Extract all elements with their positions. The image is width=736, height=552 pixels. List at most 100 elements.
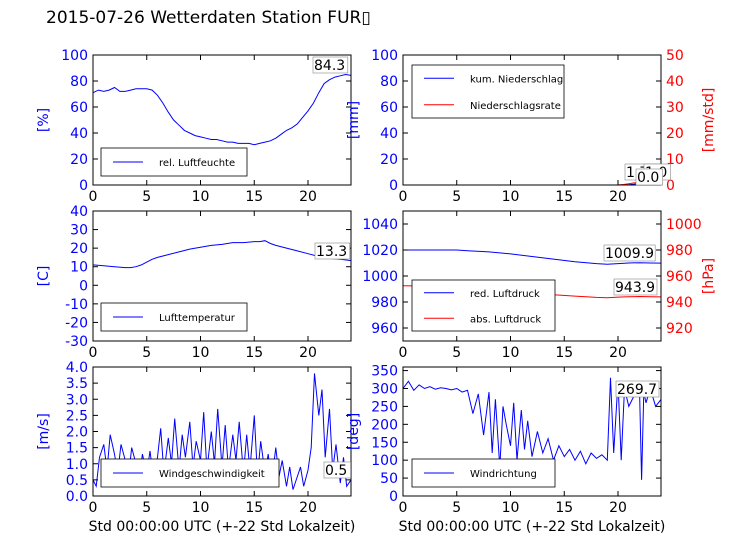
panel-temperature: 0 5 10 15 20 -30 -20 -10 0 10 20 30 40 [C] Lufttempera… <box>36 204 352 361</box>
y-tick-label: 80 <box>380 74 398 90</box>
last-value-box <box>323 461 351 479</box>
y-tick-label: 1020 <box>362 243 398 259</box>
legend-box <box>411 64 565 119</box>
y-tick-label: 980 <box>371 295 398 311</box>
last-value-label: 943.9 <box>615 280 655 296</box>
y-tick-label: -10 <box>65 297 88 313</box>
y-tick-label: 4.0 <box>66 360 88 376</box>
legend: rel. Luftfeuchte <box>100 147 248 177</box>
x-tick-label: 10 <box>192 500 210 516</box>
plot-frame <box>402 54 662 186</box>
y-tick-label: 1000 <box>362 269 398 285</box>
y-right-tick-label: 20 <box>666 126 684 142</box>
y-tick-label: 150 <box>371 435 398 451</box>
last-value-box <box>635 168 663 186</box>
legend-label: abs. Luftdruck <box>470 314 541 325</box>
y-tick-label: 100 <box>371 48 398 64</box>
x-tick-label: 20 <box>609 189 627 205</box>
y-tick-label: 20 <box>380 152 398 168</box>
y-right-tick-label: 30 <box>666 100 684 116</box>
last-value-box <box>615 380 660 398</box>
x-tick-label: 0 <box>89 500 98 516</box>
last-value-label: 13.3 <box>316 244 347 260</box>
x-tick-label: 10 <box>502 500 520 516</box>
y-tick-label: 20 <box>70 152 88 168</box>
y-tick-label: 40 <box>70 126 88 142</box>
y-axis-label: [C] <box>36 266 52 287</box>
y-tick-label: 1.0 <box>66 457 88 473</box>
x-tick-label: 15 <box>245 189 263 205</box>
x-tick-label: 0 <box>399 345 408 361</box>
legend: Windrichtung <box>411 458 556 488</box>
plot-frame <box>92 54 352 186</box>
y-tick-label: 2.5 <box>66 408 88 424</box>
legend-box <box>411 279 556 332</box>
y-tick-label: 20 <box>70 241 88 257</box>
y-tick-label: 80 <box>70 74 88 90</box>
last-value-box <box>314 242 351 260</box>
legend-label: Lufttemperatur <box>159 313 236 324</box>
x-tick-label: 10 <box>502 189 520 205</box>
y-right-tick-label: 0 <box>666 178 675 194</box>
x-tick-label: 0 <box>399 189 408 205</box>
last-value-label: 269.7 <box>617 382 657 398</box>
y-tick-label: 3.5 <box>66 376 88 392</box>
y-tick-label: 2.0 <box>66 425 88 441</box>
y-tick-label: 0.5 <box>66 473 88 489</box>
x-tick-label: 20 <box>609 500 627 516</box>
x-tick-label: 10 <box>502 345 520 361</box>
y-tick-label: 300 <box>371 382 398 398</box>
x-tick-label: 15 <box>555 345 573 361</box>
series-line-pressure-0 <box>403 249 662 265</box>
plot-frame <box>92 210 352 342</box>
y-axis-label: [%] <box>36 108 52 132</box>
y-axis-label: [mm] <box>346 101 362 139</box>
y-tick-label: 100 <box>61 48 88 64</box>
y-tick-label: 30 <box>70 223 88 239</box>
last-value-label: 0.0 <box>637 170 659 186</box>
series-line-wind-direction-0 <box>402 377 662 480</box>
legend-label: Windgeschwindigkeit <box>159 469 265 480</box>
figure-title: 2015-07-26 Wetterdaten Station FUR▯ <box>46 8 371 28</box>
y-tick-label: 10 <box>70 260 88 276</box>
y-tick-label: 50 <box>380 471 398 487</box>
y-tick-label: 1040 <box>362 217 398 233</box>
x-tick-label: 5 <box>452 500 461 516</box>
x-tick-label: 5 <box>142 345 151 361</box>
y-tick-label: 0 <box>79 178 88 194</box>
plot-frame <box>402 366 662 497</box>
y-tick-label: 60 <box>380 100 398 116</box>
x-tick-label: 15 <box>245 345 263 361</box>
y-tick-label: -30 <box>65 334 88 350</box>
x-tick-label: 15 <box>555 500 573 516</box>
last-value-box <box>603 244 656 262</box>
panel-wind-speed: 0 5 10 15 200.00.51.01.52.02.53.03.54.0[m/s]… <box>36 360 355 535</box>
x-tick-label: 5 <box>452 189 461 205</box>
y-right-tick-label: 960 <box>666 269 693 285</box>
x-tick-label: 0 <box>89 345 98 361</box>
y-tick-label: 960 <box>371 321 398 337</box>
y-tick-label: 40 <box>70 204 88 220</box>
y-tick-label: 3.0 <box>66 392 88 408</box>
y-tick-label: 0 <box>389 489 398 505</box>
x-tick-label: 5 <box>142 189 151 205</box>
x-axis-label: Std 00:00:00 UTC (+-22 Std Lokalzeit) <box>399 519 666 535</box>
x-tick-label: 20 <box>609 345 627 361</box>
y-tick-label: 40 <box>380 126 398 142</box>
last-value-box <box>312 56 349 74</box>
y-axis-label: [m/s] <box>36 413 52 450</box>
legend-label: Niederschlagsrate <box>470 101 561 112</box>
x-tick-label: 10 <box>192 345 210 361</box>
x-tick-label: 15 <box>555 189 573 205</box>
legend-label: rel. Luftfeuchte <box>159 158 235 169</box>
x-tick-label: 20 <box>299 189 317 205</box>
last-value-box <box>613 278 658 296</box>
y-right-axis-label: [mm/std] <box>701 88 717 153</box>
x-tick-label: 15 <box>245 500 263 516</box>
legend-label: kum. Niederschlag <box>470 74 563 85</box>
x-tick-label: 5 <box>452 345 461 361</box>
y-right-tick-label: 50 <box>666 48 684 64</box>
y-right-tick-label: 920 <box>666 321 693 337</box>
x-tick-label: 0 <box>89 189 98 205</box>
y-right-tick-label: 40 <box>666 74 684 90</box>
